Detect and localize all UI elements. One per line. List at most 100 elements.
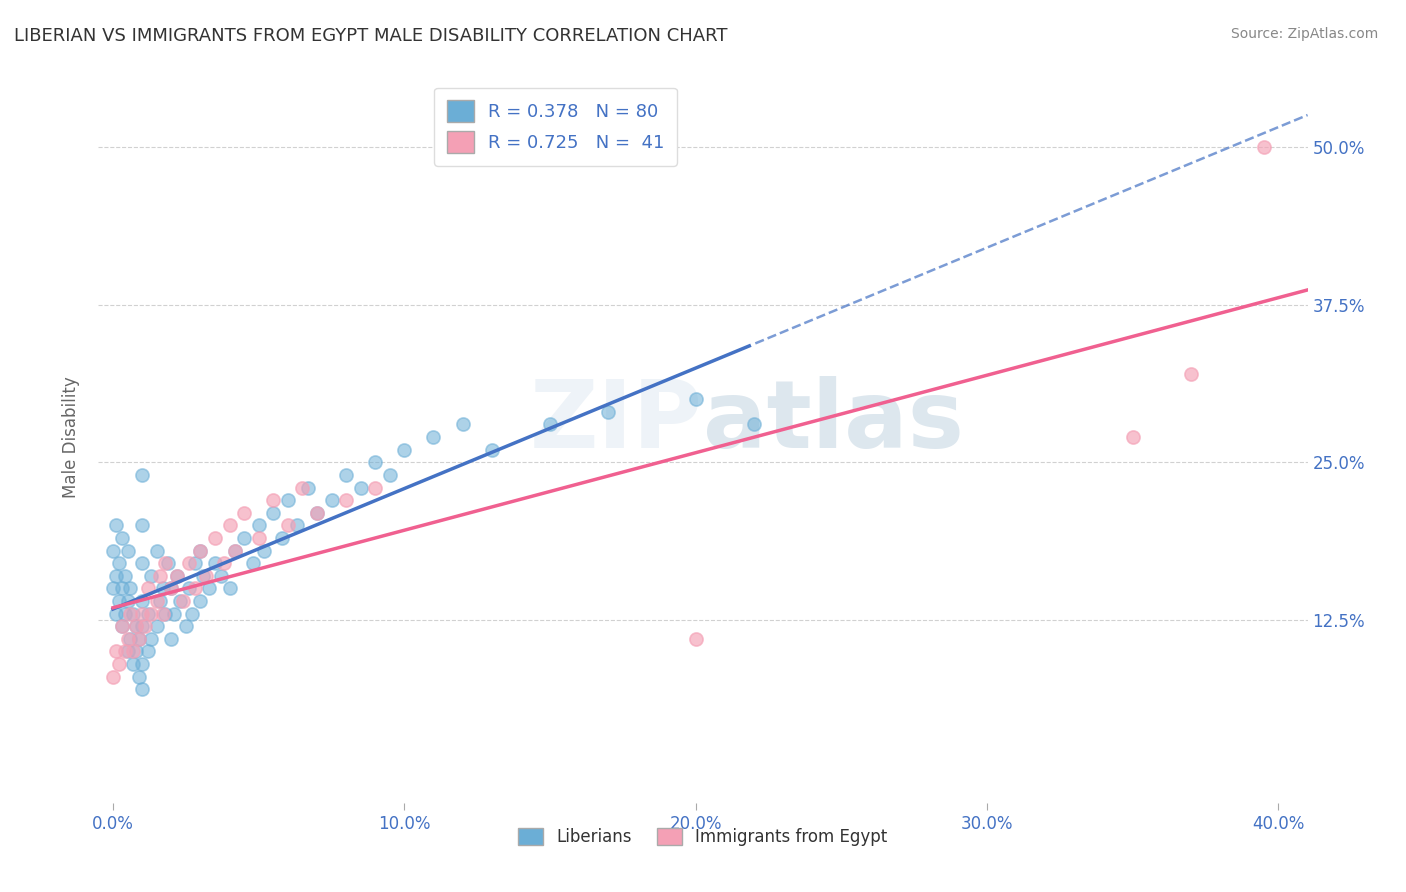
Point — [136, 644, 159, 658]
Text: atlas: atlas — [703, 376, 965, 468]
Point — [685, 392, 707, 407]
Point — [131, 619, 153, 633]
Point — [155, 556, 177, 570]
Point — [108, 594, 131, 608]
Point — [160, 632, 183, 646]
Point — [247, 518, 270, 533]
Point — [422, 430, 444, 444]
Point — [335, 493, 357, 508]
Point — [598, 405, 620, 419]
Point — [149, 569, 172, 583]
Point — [101, 543, 124, 558]
Point — [364, 481, 387, 495]
Point — [139, 569, 162, 583]
Point — [131, 682, 153, 697]
Point — [120, 607, 142, 621]
Point — [131, 607, 153, 621]
Point — [174, 619, 197, 633]
Point — [291, 481, 314, 495]
Point — [177, 556, 200, 570]
Point — [104, 607, 127, 621]
Point — [198, 582, 221, 596]
Point — [145, 543, 167, 558]
Point — [125, 619, 148, 633]
Point — [160, 582, 183, 596]
Point — [114, 569, 136, 583]
Point — [111, 531, 134, 545]
Point — [224, 543, 246, 558]
Point — [101, 670, 124, 684]
Point — [160, 582, 183, 596]
Point — [262, 493, 284, 508]
Point — [134, 619, 156, 633]
Point — [204, 531, 226, 545]
Point — [145, 594, 167, 608]
Point — [166, 569, 188, 583]
Point — [378, 467, 401, 482]
Point — [212, 556, 235, 570]
Point — [253, 543, 276, 558]
Point — [350, 481, 373, 495]
Point — [224, 543, 246, 558]
Point — [157, 556, 180, 570]
Point — [122, 607, 145, 621]
Point — [149, 594, 172, 608]
Point — [195, 569, 218, 583]
Point — [233, 531, 256, 545]
Point — [297, 481, 319, 495]
Point — [114, 607, 136, 621]
Point — [190, 543, 212, 558]
Point — [155, 607, 177, 621]
Point — [152, 582, 174, 596]
Point — [183, 556, 205, 570]
Point — [136, 582, 159, 596]
Point — [108, 657, 131, 671]
Point — [101, 582, 124, 596]
Point — [169, 594, 191, 608]
Point — [218, 582, 240, 596]
Point — [128, 632, 150, 646]
Point — [271, 531, 294, 545]
Point — [139, 607, 162, 621]
Point — [180, 607, 202, 621]
Point — [685, 632, 707, 646]
Point — [117, 644, 139, 658]
Point — [163, 607, 186, 621]
Point — [111, 619, 134, 633]
Point — [152, 607, 174, 621]
Point — [321, 493, 343, 508]
Point — [190, 543, 212, 558]
Point — [125, 619, 148, 633]
Point — [277, 518, 299, 533]
Point — [120, 582, 142, 596]
Point — [242, 556, 264, 570]
Point — [104, 569, 127, 583]
Point — [128, 632, 150, 646]
Point — [104, 644, 127, 658]
Point — [285, 518, 308, 533]
Point — [204, 556, 226, 570]
Point — [117, 594, 139, 608]
Point — [538, 417, 561, 432]
Point — [1253, 140, 1275, 154]
Point — [111, 582, 134, 596]
Point — [209, 569, 232, 583]
Point — [233, 506, 256, 520]
Point — [1122, 430, 1144, 444]
Point — [131, 657, 153, 671]
Point — [139, 632, 162, 646]
Point — [131, 467, 153, 482]
Point — [122, 644, 145, 658]
Point — [136, 607, 159, 621]
Point — [177, 582, 200, 596]
Point — [128, 670, 150, 684]
Point — [190, 594, 212, 608]
Point — [108, 556, 131, 570]
Legend: Liberians, Immigrants from Egypt: Liberians, Immigrants from Egypt — [512, 822, 894, 853]
Point — [451, 417, 474, 432]
Point — [131, 556, 153, 570]
Point — [183, 582, 205, 596]
Point — [111, 619, 134, 633]
Point — [131, 518, 153, 533]
Point — [335, 467, 357, 482]
